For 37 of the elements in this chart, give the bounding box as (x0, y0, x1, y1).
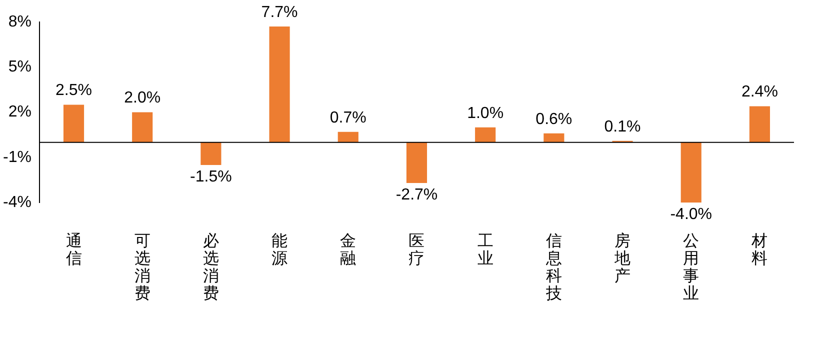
x-tick-label: 通信 (66, 232, 82, 268)
data-label: 0.7% (330, 109, 366, 126)
bar (544, 133, 564, 142)
bar (680, 142, 702, 203)
data-label: 2.0% (124, 90, 161, 107)
bar (749, 106, 770, 142)
data-label: 2.5% (56, 82, 92, 100)
bar (132, 112, 153, 142)
x-tick-label: 信息科技 (544, 232, 562, 303)
x-tick-label: 可选消费 (134, 232, 150, 303)
bar (63, 104, 84, 142)
x-tick-label: 金融 (340, 232, 356, 268)
bar (475, 127, 496, 142)
data-label: 2.4% (741, 84, 778, 101)
bar (269, 26, 290, 142)
x-tick-label: 公用事业 (683, 232, 700, 303)
y-tick-label: 8% (8, 13, 32, 30)
y-tick-label: -1% (3, 148, 32, 166)
y-tick-label: -4% (3, 194, 32, 212)
data-label: 0.1% (604, 118, 641, 136)
x-tick-label: 能源 (272, 232, 288, 268)
data-label: -2.7% (396, 186, 438, 204)
data-label: 0.6% (536, 110, 572, 128)
x-tick-label: 房地产 (614, 232, 631, 286)
data-label: 1.0% (467, 104, 504, 122)
data-label: -4.0% (670, 206, 712, 224)
data-label: 7.7% (261, 4, 298, 21)
bar (406, 142, 428, 184)
bar (338, 132, 358, 142)
y-tick-label: 2% (8, 104, 32, 121)
x-tick-label: 材料 (750, 232, 768, 268)
x-tick-label: 医疗 (408, 232, 425, 268)
y-tick-label: 5% (8, 58, 32, 76)
bar (200, 142, 222, 165)
data-label: -1.5% (190, 168, 232, 186)
x-tick-label: 工业 (477, 232, 494, 268)
x-tick-label: 必选消费 (202, 232, 219, 303)
